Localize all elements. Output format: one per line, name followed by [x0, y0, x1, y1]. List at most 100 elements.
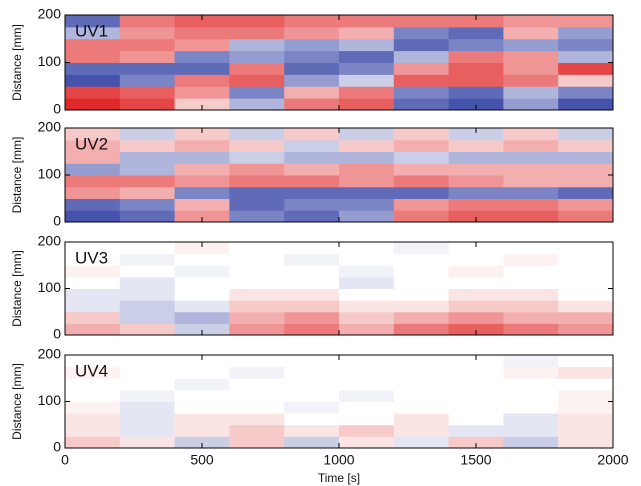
heat-cell	[393, 198, 450, 211]
heat-cell	[119, 378, 176, 391]
heat-cell	[174, 265, 230, 278]
heat-cell	[284, 265, 340, 278]
heat-cell	[174, 74, 230, 87]
heat-cell	[65, 210, 121, 223]
heat-cell	[393, 323, 450, 336]
heat-cell	[284, 323, 340, 336]
heat-cell	[229, 436, 285, 449]
heat-cell	[393, 265, 450, 278]
heat-cell	[503, 300, 559, 313]
heat-cell	[174, 26, 230, 40]
heat-cell	[503, 98, 559, 111]
heat-cell	[558, 265, 614, 278]
heat-cell	[448, 74, 504, 87]
heat-cell	[339, 276, 395, 289]
heat-cell	[393, 186, 450, 199]
heat-cell	[503, 389, 559, 402]
heat-cell	[393, 436, 450, 449]
heat-cell	[229, 378, 285, 391]
panel-title: UV4	[75, 361, 108, 380]
panel-title: UV2	[75, 134, 108, 153]
heat-cell	[284, 15, 340, 28]
heat-cell	[393, 50, 450, 63]
heat-cell	[448, 288, 504, 301]
heat-cell	[503, 366, 559, 379]
heat-cell	[284, 86, 340, 99]
heat-cell	[558, 366, 614, 379]
heat-cell	[65, 26, 121, 40]
heat-cell	[448, 401, 504, 414]
heat-cell	[558, 242, 614, 255]
heat-cell	[393, 276, 450, 289]
y-tick-label: 100	[38, 53, 62, 69]
heat-cell	[393, 300, 450, 313]
heat-cell	[65, 424, 121, 437]
heat-cell	[393, 210, 450, 223]
heat-cell	[65, 413, 121, 426]
heat-cell	[339, 198, 395, 211]
heat-cell	[503, 74, 559, 87]
heat-cell	[65, 175, 121, 188]
heat-cell	[284, 300, 340, 313]
heat-cell	[229, 128, 285, 141]
heat-cell	[503, 15, 559, 28]
heat-cell	[65, 288, 121, 301]
heat-cell	[393, 311, 450, 324]
heat-cell	[65, 355, 121, 368]
heat-cell	[119, 74, 176, 87]
heat-cell	[119, 276, 176, 289]
heat-cell	[174, 50, 230, 63]
heat-cell	[174, 128, 230, 141]
heat-cell	[284, 198, 340, 211]
heat-cell	[558, 288, 614, 301]
heat-cell	[448, 210, 504, 223]
heat-cell	[284, 62, 340, 75]
heat-cell	[503, 323, 559, 336]
heat-cell	[339, 26, 395, 40]
heat-cell	[119, 253, 176, 266]
heat-cell	[503, 401, 559, 414]
heat-cell	[174, 366, 230, 379]
heat-cell	[174, 253, 230, 266]
heat-cell	[339, 139, 395, 152]
heat-cell	[448, 151, 504, 164]
heat-cell	[229, 74, 285, 87]
heat-cell	[393, 128, 450, 141]
heat-cell	[339, 15, 395, 28]
heat-cell	[229, 413, 285, 426]
heat-cell	[393, 62, 450, 75]
heat-cell	[558, 198, 614, 211]
x-tick-label: 0	[61, 452, 69, 468]
heat-cell	[393, 413, 450, 426]
heat-cell	[65, 38, 121, 52]
heat-cell	[229, 50, 285, 63]
heat-cell	[119, 389, 176, 402]
heat-cell	[119, 242, 176, 255]
heat-cell	[393, 242, 450, 255]
y-tick-label: 200	[38, 119, 62, 135]
heat-cell	[229, 276, 285, 289]
heat-cell	[558, 163, 614, 176]
heat-cell	[339, 323, 395, 336]
heat-cell	[339, 366, 395, 379]
heat-cell	[393, 389, 450, 402]
heat-cell	[393, 378, 450, 391]
heat-cell	[339, 210, 395, 223]
heat-cell	[229, 198, 285, 211]
heat-cell	[65, 401, 121, 414]
heat-cell	[393, 366, 450, 379]
heat-cell	[339, 265, 395, 278]
heat-cell	[339, 253, 395, 266]
y-tick-label: 0	[53, 326, 61, 342]
y-axis-label: Distance [mm]	[10, 24, 24, 101]
heat-cell	[503, 288, 559, 301]
heat-cell	[558, 401, 614, 414]
heat-cell	[284, 413, 340, 426]
heat-cell	[229, 163, 285, 176]
heat-cell	[448, 186, 504, 199]
heat-cell	[558, 139, 614, 152]
heat-cell	[119, 62, 176, 75]
heat-cell	[284, 253, 340, 266]
heat-cell	[339, 436, 395, 449]
heat-cell	[503, 128, 559, 141]
